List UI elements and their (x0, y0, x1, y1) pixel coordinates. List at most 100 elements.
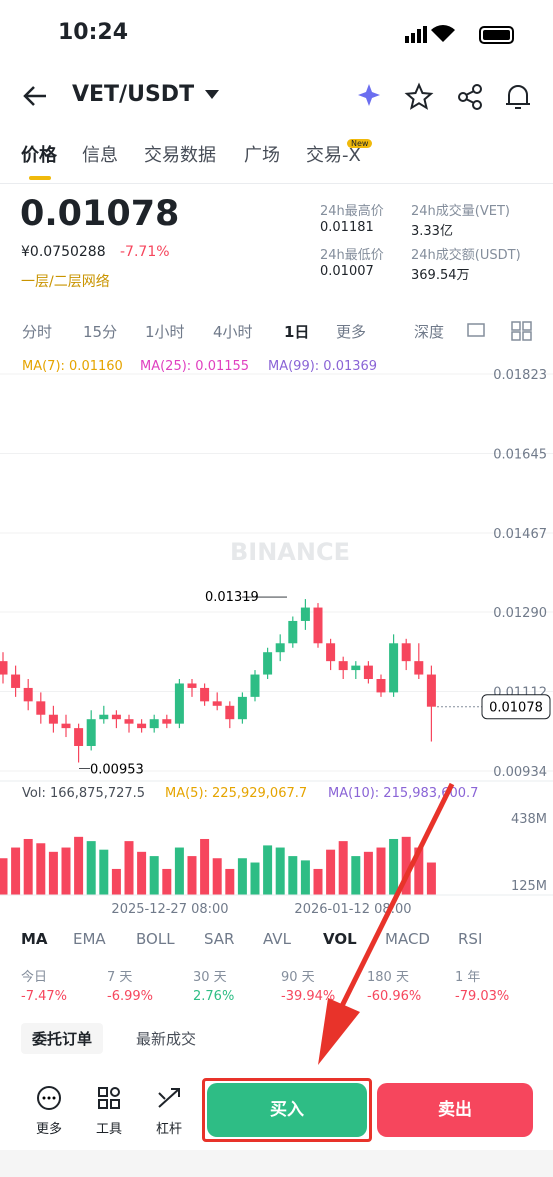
pair-dropdown[interactable] (205, 90, 219, 100)
candle-body (149, 719, 159, 729)
high-label: 0.01319 (205, 590, 259, 605)
perf-change: 2.76% (193, 989, 235, 1004)
header-icons[interactable] (355, 82, 535, 112)
volume-bar (313, 868, 323, 895)
indicator[interactable]: EMA (73, 930, 106, 948)
ma-legend: MA(7): 0.01160 (22, 359, 123, 374)
volume-bar (338, 841, 348, 895)
candle-body (326, 643, 336, 662)
candle-body (313, 607, 323, 644)
tool[interactable]: 杠杆 (155, 1122, 182, 1137)
volume-bar (187, 856, 197, 895)
pair[interactable]: VET/USDT (72, 82, 195, 107)
divider (0, 183, 553, 184)
perf-change: -79.03% (455, 989, 510, 1004)
volume-bar (48, 851, 58, 895)
stat-value: 0.01181 (320, 220, 374, 235)
volume-bar (263, 845, 273, 895)
stat-value: 369.54万 (411, 268, 470, 283)
interval[interactable]: 深度 (414, 323, 445, 341)
tab[interactable]: 信息 (82, 145, 118, 166)
tab-indicator (29, 176, 51, 180)
interval[interactable]: 15分 (83, 323, 118, 341)
perf-period: 7 天 (107, 970, 133, 985)
volume-bar (149, 856, 159, 895)
low-label: 0.00953 (90, 763, 144, 778)
candle-body (288, 620, 298, 644)
date-label: 2026-01-12 08:00 (294, 902, 411, 917)
stat-label: 24h成交量(VET) (411, 204, 510, 219)
volume-bar (36, 843, 46, 895)
volume-legend: Vol: 166,875,727.5 (22, 786, 145, 801)
indicator[interactable]: MACD (385, 930, 430, 948)
perf-period: 180 天 (367, 970, 409, 985)
indicator[interactable]: MA (21, 930, 48, 948)
candle-body (338, 661, 348, 671)
tool-icons (37, 1086, 180, 1110)
tool[interactable]: 工具 (95, 1122, 122, 1137)
candle-body (414, 661, 424, 675)
interval[interactable]: 1小时 (145, 323, 185, 341)
volume-bar (250, 862, 260, 895)
indicator[interactable]: BOLL (136, 930, 175, 948)
tab[interactable]: 价格 (21, 145, 57, 166)
perf-period: 今日 (21, 970, 48, 985)
indicator[interactable]: AVL (263, 930, 291, 948)
candle-body (212, 701, 222, 706)
volume-bar (376, 847, 386, 895)
interval[interactable]: 更多 (336, 323, 367, 341)
candle-body (11, 674, 21, 688)
tool[interactable]: 更多 (35, 1122, 62, 1137)
last-price: 0.01078 (20, 194, 180, 234)
tab[interactable]: 交易数据 (144, 145, 216, 166)
tab[interactable]: 广场 (244, 145, 280, 166)
volume-bar (74, 836, 84, 895)
candle-body (0, 661, 8, 675)
indicator[interactable]: RSI (458, 930, 483, 948)
time: 10:24 (58, 20, 129, 45)
network-tag[interactable]: 一层/二层网络 (21, 274, 110, 290)
stat-label: 24h最低价 (320, 248, 384, 263)
volume-bar (363, 851, 373, 895)
perf-change: -39.94% (281, 989, 336, 1004)
volume-bar (351, 856, 361, 895)
candle-body (389, 643, 399, 693)
chart-tools[interactable] (466, 320, 541, 342)
volume-bar (237, 858, 247, 895)
watermark: BINANCE (230, 538, 350, 566)
order-tab[interactable]: 委托订单 (21, 1023, 104, 1054)
candle-body (137, 723, 147, 729)
volume-bar (11, 847, 21, 895)
interval[interactable]: 1日 (284, 323, 310, 341)
interval[interactable]: 4小时 (213, 323, 253, 341)
volume-bar (137, 851, 147, 895)
volume-bar (225, 868, 235, 895)
tab[interactable]: 交易-X (306, 145, 361, 166)
order-tab[interactable]: 最新成交 (136, 1030, 197, 1048)
indicator[interactable]: SAR (204, 930, 235, 948)
volume-bar (200, 838, 210, 895)
price-tick-label: 0.01290 (493, 606, 547, 621)
volume-bar (111, 868, 121, 895)
buy-button[interactable]: 买入 (207, 1083, 367, 1137)
stat-label: 24h最高价 (320, 204, 384, 219)
indicator[interactable]: VOL (323, 930, 357, 948)
interval[interactable]: 分时 (22, 323, 53, 341)
red-arrow (318, 782, 455, 1065)
volume-bar (162, 868, 172, 895)
candle-body (162, 719, 172, 724)
volume-bar (300, 860, 310, 895)
stat-label: 24h成交额(USDT) (411, 248, 521, 263)
price-tick-label: 0.01645 (493, 447, 547, 462)
candle-body (263, 652, 273, 675)
candle-body (426, 674, 436, 707)
candle-body (48, 714, 58, 724)
status-icons (405, 25, 514, 44)
current-label: 0.01078 (489, 701, 543, 716)
ma-legend: MA(99): 0.01369 (268, 359, 377, 374)
volume-bar (401, 836, 411, 895)
new-badge: New (347, 139, 373, 148)
volume-bar (288, 856, 298, 895)
sell-button[interactable]: 卖出 (377, 1083, 533, 1137)
back-button[interactable] (22, 84, 48, 108)
